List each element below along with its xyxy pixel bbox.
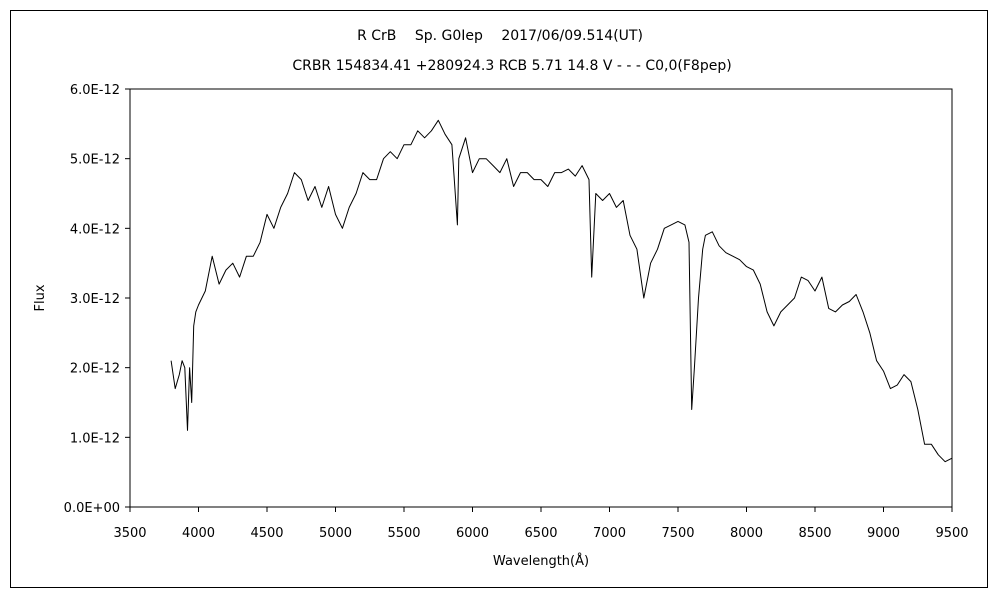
y-axis-label: Flux xyxy=(33,284,48,311)
y-tick-label: 4.0E-12 xyxy=(70,222,120,237)
x-axis: 3500 4000 4500 5000 5500 6000 6500 7000 7500 8000… xyxy=(113,507,969,541)
x-tick-label: 8000 xyxy=(730,526,763,541)
chart-subtitle: CRBR 154834.41 +280924.3 RCB 5.71 14.8 V… xyxy=(292,58,731,74)
x-tick-label: 6500 xyxy=(524,526,557,541)
plot-area xyxy=(129,88,953,508)
y-tick-label: 5.0E-12 xyxy=(70,153,120,168)
x-tick-label: 8500 xyxy=(798,526,831,541)
y-axis: 0.0E+00 1.0E-12 2.0E-12 3.0E-12 4.0E-12 5.0E-… xyxy=(64,83,130,516)
x-tick-label: 4000 xyxy=(182,526,215,541)
x-tick-label: 4500 xyxy=(250,526,283,541)
x-tick-label: 7500 xyxy=(661,526,694,541)
y-tick-label: 1.0E-12 xyxy=(70,431,120,446)
chart-frame xyxy=(10,10,988,588)
x-tick-label: 5000 xyxy=(319,526,352,541)
series-group xyxy=(170,119,953,463)
x-tick-label: 5500 xyxy=(387,526,420,541)
x-tick-label: 3500 xyxy=(113,526,146,541)
x-tick-label: 6000 xyxy=(456,526,489,541)
x-tick-label: 9000 xyxy=(867,526,900,541)
chart-title: R CrB Sp. G0Iep 2017/06/09.514(UT) xyxy=(357,28,643,44)
y-tick-label: 6.0E-12 xyxy=(70,83,120,98)
x-tick-label: 7000 xyxy=(593,526,626,541)
x-tick-label: 9500 xyxy=(935,526,968,541)
y-tick-label: 2.0E-12 xyxy=(70,362,120,377)
x-axis-label: Wavelength(Å) xyxy=(493,553,589,569)
y-tick-label: 3.0E-12 xyxy=(70,292,120,307)
y-tick-label: 0.0E+00 xyxy=(64,501,120,516)
series-line-0 xyxy=(170,119,953,463)
